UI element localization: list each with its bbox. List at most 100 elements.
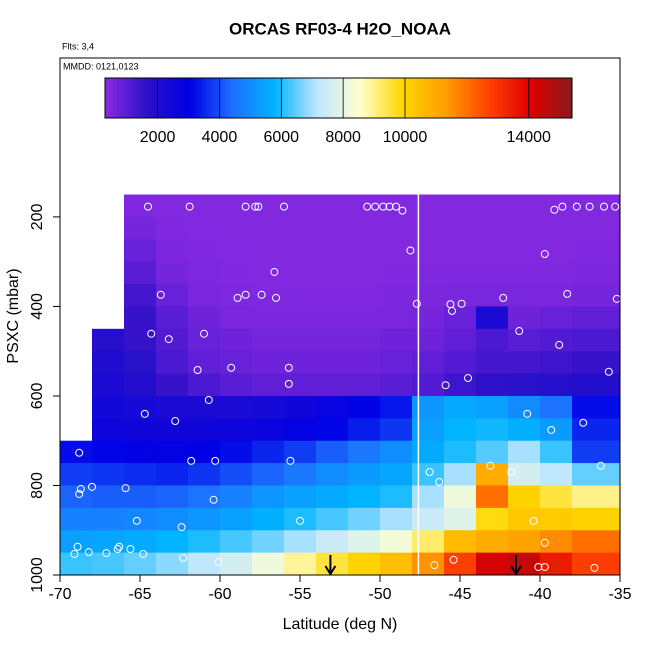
heat-cell (316, 440, 349, 464)
heat-cell (476, 485, 509, 509)
sample-point (241, 290, 250, 299)
heat-cell (508, 328, 541, 352)
colorbar-segment (233, 78, 238, 118)
sample-point (75, 489, 84, 498)
colorbar-segment (396, 78, 402, 118)
heat-cell (444, 485, 477, 509)
heat-cell (316, 530, 349, 554)
heat-cell (220, 351, 253, 375)
heat-cell (444, 463, 477, 486)
heat-cell (412, 328, 445, 352)
heat-cell (220, 373, 253, 397)
colorbar-segment (552, 78, 557, 118)
heat-cell (252, 306, 285, 330)
heat-cell (380, 306, 413, 330)
heat-cell (508, 373, 541, 397)
x-tick-label: -70 (48, 586, 71, 603)
heat-cell (92, 485, 125, 509)
heat-cell (348, 552, 381, 576)
colorbar-segment (190, 78, 196, 118)
heat-cell (252, 194, 285, 218)
colorbar-segment (416, 78, 421, 118)
heat-cell (540, 351, 573, 375)
colorbar-segment (478, 78, 483, 118)
colorbar-segment (536, 78, 542, 118)
colorbar-segment (525, 78, 530, 118)
heat-cell (412, 463, 445, 486)
heat-cell (348, 485, 381, 509)
colorbar-segment (501, 78, 507, 118)
heat-cell (348, 239, 381, 263)
heat-cell (60, 552, 93, 576)
colorbar-tick-label: 4000 (202, 129, 238, 146)
sample-point (284, 379, 293, 388)
heat-cell (252, 261, 285, 285)
heat-cell (348, 284, 381, 307)
heat-cell (476, 351, 509, 375)
heat-cell (252, 463, 285, 486)
sample-point (563, 289, 572, 298)
heat-cell (252, 552, 285, 576)
sample-point (296, 516, 304, 525)
heat-cell (252, 328, 285, 352)
heat-cell (412, 306, 445, 330)
heat-cell (476, 216, 509, 240)
heat-cell (316, 485, 349, 509)
sample-point (113, 545, 122, 554)
heat-cell (284, 261, 317, 285)
colorbar-segment (369, 78, 375, 118)
heat-cell (348, 507, 381, 531)
colorbar-segment (509, 78, 515, 118)
heat-cell (412, 552, 445, 576)
colorbar-segment (319, 78, 324, 118)
heat-cell (188, 373, 221, 397)
heat-cell (476, 306, 509, 330)
colorbar-segment (260, 78, 266, 118)
colorbar-segment (428, 78, 433, 118)
heat-cell (220, 216, 253, 240)
heat-cell (316, 306, 349, 330)
colorbar-segment (544, 78, 550, 118)
sample-point (156, 290, 165, 299)
heat-cell (348, 216, 381, 240)
heat-cell (444, 440, 477, 464)
heat-cell (572, 507, 621, 531)
sample-point (179, 553, 188, 562)
heat-cell (188, 284, 221, 307)
colorbar-segment (455, 78, 460, 118)
heat-cell (444, 328, 477, 352)
heat-cell (92, 463, 125, 486)
sample-point (379, 202, 388, 211)
heat-cell (220, 552, 253, 576)
heat-cell (508, 284, 541, 307)
y-tick-label: 400 (29, 293, 46, 320)
colorbar-segment (143, 78, 149, 118)
sample-point (254, 202, 263, 211)
heat-cell (348, 194, 381, 218)
colorbar-segment (357, 78, 363, 118)
colorbar-segment (311, 78, 316, 118)
arrow-head (510, 565, 522, 576)
heat-cell (444, 373, 477, 397)
colorbar-segment (237, 78, 242, 118)
colorbar-segment (486, 78, 491, 118)
sample-point (257, 290, 266, 299)
sample-point (507, 468, 516, 477)
flights-note: Flts: 3,4 (62, 41, 94, 51)
heat-cell (124, 261, 157, 285)
sample-point (457, 299, 466, 308)
sample-point (435, 477, 444, 486)
heat-cell (412, 485, 445, 509)
heat-cell (188, 216, 221, 240)
heat-cell (412, 194, 445, 218)
heat-cell (220, 306, 253, 330)
heat-cell (124, 552, 157, 576)
colorbar-segment (490, 78, 495, 118)
heat-cell (348, 373, 381, 397)
heat-cell (540, 507, 573, 531)
sample-point (550, 205, 559, 214)
colorbar-segment (252, 78, 258, 118)
heat-cell (188, 552, 221, 576)
heat-cell (316, 284, 349, 307)
heat-cell (284, 530, 317, 554)
